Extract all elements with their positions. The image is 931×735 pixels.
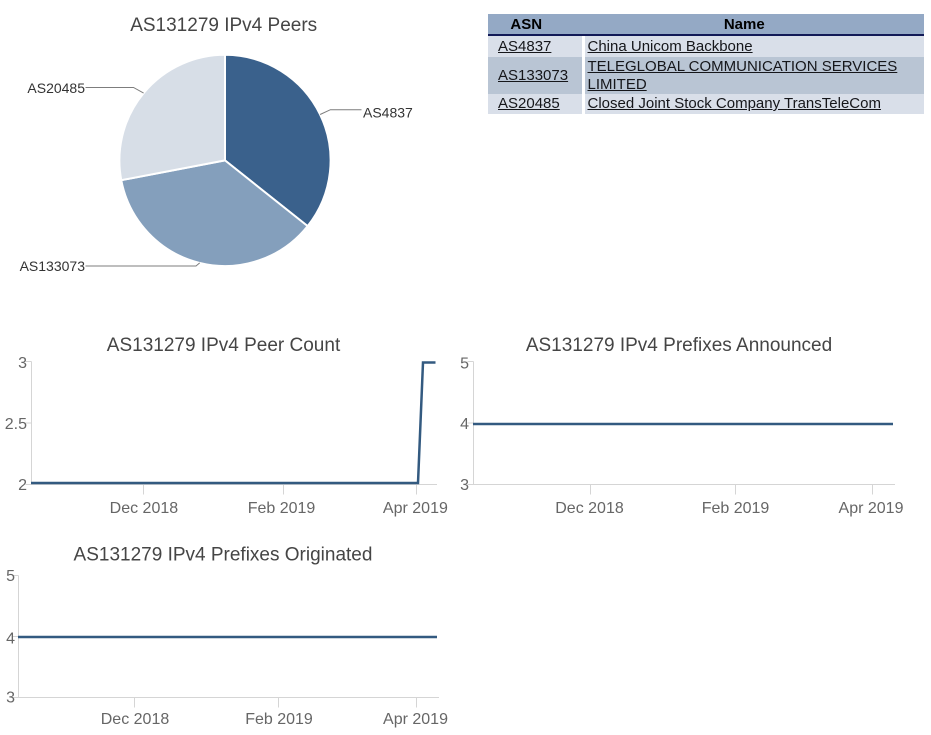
svg-text:2: 2 (18, 477, 27, 494)
svg-text:AS131279 IPv4 Prefixes Announc: AS131279 IPv4 Prefixes Announced (526, 335, 832, 356)
svg-text:AS133073: AS133073 (20, 258, 86, 274)
svg-text:5: 5 (460, 356, 469, 373)
svg-text:Dec 2018: Dec 2018 (555, 500, 624, 517)
svg-text:Feb 2019: Feb 2019 (702, 500, 770, 517)
svg-text:2.5: 2.5 (5, 416, 27, 433)
svg-text:Feb 2019: Feb 2019 (248, 500, 316, 517)
svg-text:3: 3 (460, 477, 469, 494)
svg-text:Feb 2019: Feb 2019 (245, 711, 313, 728)
svg-text:Dec 2018: Dec 2018 (101, 711, 170, 728)
svg-text:4: 4 (460, 416, 469, 433)
svg-text:AS131279 IPv4 Peers: AS131279 IPv4 Peers (130, 15, 317, 36)
svg-text:4: 4 (6, 631, 15, 648)
svg-text:3: 3 (18, 355, 27, 372)
svg-text:AS20485: AS20485 (27, 80, 85, 96)
svg-text:Apr 2019: Apr 2019 (383, 711, 448, 728)
svg-text:AS131279 IPv4 Prefixes Origina: AS131279 IPv4 Prefixes Originated (74, 545, 373, 566)
svg-text:5: 5 (6, 568, 15, 585)
svg-text:AS131279 IPv4 Peer Count: AS131279 IPv4 Peer Count (107, 335, 341, 356)
svg-text:AS4837: AS4837 (363, 105, 413, 121)
svg-text:Apr 2019: Apr 2019 (839, 500, 904, 517)
svg-text:3: 3 (6, 690, 15, 707)
svg-text:Dec 2018: Dec 2018 (110, 500, 179, 517)
svg-text:Apr 2019: Apr 2019 (383, 500, 448, 517)
